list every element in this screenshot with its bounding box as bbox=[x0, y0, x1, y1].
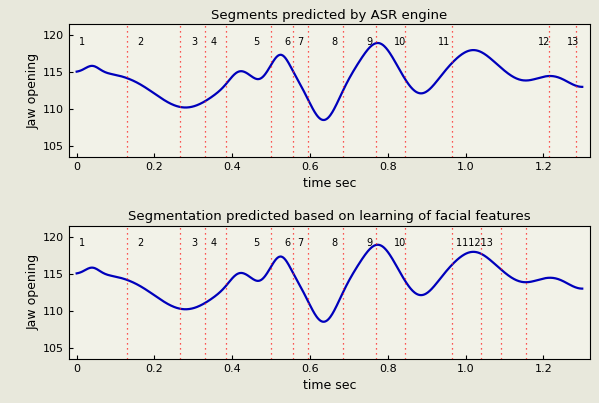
Text: 3: 3 bbox=[192, 239, 198, 249]
Text: 2: 2 bbox=[137, 37, 143, 47]
Title: Segments predicted by ASR engine: Segments predicted by ASR engine bbox=[211, 8, 447, 22]
Text: 1: 1 bbox=[78, 37, 84, 47]
Text: 8: 8 bbox=[331, 37, 337, 47]
Text: 6: 6 bbox=[285, 37, 291, 47]
Text: 10: 10 bbox=[394, 37, 406, 47]
Text: 5: 5 bbox=[253, 37, 260, 47]
Text: 4: 4 bbox=[211, 239, 217, 249]
Text: 13: 13 bbox=[567, 37, 579, 47]
Text: 11​12​13: 11​12​13 bbox=[456, 239, 493, 249]
Text: 9: 9 bbox=[367, 37, 373, 47]
Text: 8: 8 bbox=[331, 239, 337, 249]
Text: 2: 2 bbox=[137, 239, 143, 249]
Text: 12: 12 bbox=[537, 37, 550, 47]
Y-axis label: Jaw opening: Jaw opening bbox=[27, 52, 40, 129]
Title: Segmentation predicted based on learning of facial features: Segmentation predicted based on learning… bbox=[128, 210, 531, 223]
Text: 7: 7 bbox=[298, 37, 304, 47]
Y-axis label: Jaw opening: Jaw opening bbox=[27, 254, 40, 330]
X-axis label: time sec: time sec bbox=[302, 177, 356, 190]
X-axis label: time sec: time sec bbox=[302, 379, 356, 392]
Text: 3: 3 bbox=[192, 37, 198, 47]
Text: 4: 4 bbox=[211, 37, 217, 47]
Text: 1: 1 bbox=[78, 239, 84, 249]
Text: 11: 11 bbox=[438, 37, 450, 47]
Text: 9: 9 bbox=[367, 239, 373, 249]
Text: 10: 10 bbox=[394, 239, 406, 249]
Text: 5: 5 bbox=[253, 239, 260, 249]
Text: 7: 7 bbox=[298, 239, 304, 249]
Text: 6: 6 bbox=[285, 239, 291, 249]
